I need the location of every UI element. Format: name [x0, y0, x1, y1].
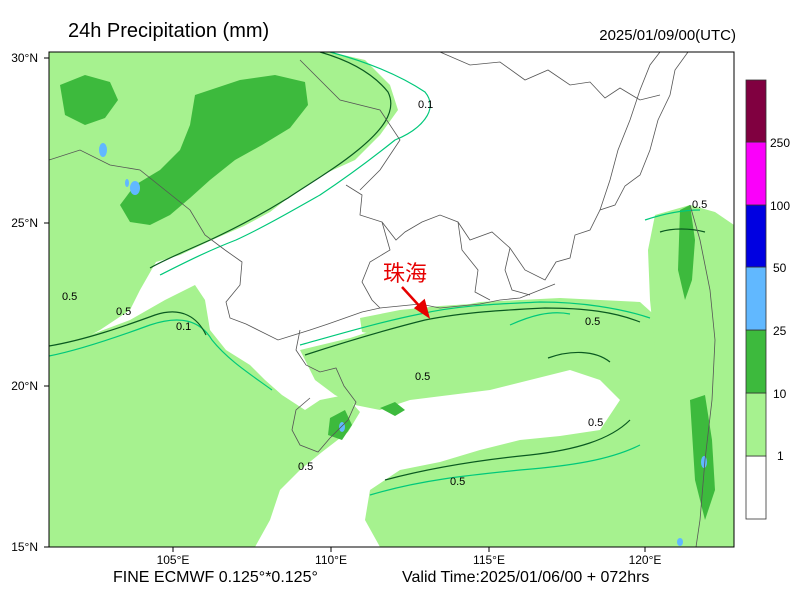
valid-date: 2025/01/09/00(UTC) [599, 27, 736, 44]
colorbar-swatch-5 [745, 141, 767, 206]
precip-area-blue [99, 143, 707, 546]
contour-0.5 [49, 52, 706, 481]
colorbar-label-50: 50 [773, 261, 787, 275]
colorbar-swatch-6 [745, 79, 767, 143]
valid-time: Valid Time:2025/01/06/00 + 072hrs [402, 569, 650, 586]
svg-text:0.5: 0.5 [116, 306, 131, 318]
precip-area-light [49, 52, 734, 547]
lat-label-25: 25°N [11, 216, 38, 230]
colorbar-swatch-2 [745, 329, 767, 394]
axis-ticks [44, 57, 646, 552]
colorbar-swatch-1 [745, 392, 767, 457]
map-title: 24h Precipitation (mm) [68, 20, 270, 42]
colorbar-label-25: 25 [773, 324, 787, 338]
svg-text:0.5: 0.5 [692, 199, 707, 211]
lon-label-110: 110°E [315, 553, 347, 567]
lat-label-30: 30°N [11, 51, 38, 65]
city-arrow [401, 286, 431, 319]
svg-text:0.5: 0.5 [62, 291, 77, 303]
svg-text:0.5: 0.5 [298, 461, 313, 473]
svg-text:0.5: 0.5 [415, 371, 430, 383]
lon-label-115: 115°E [473, 553, 505, 567]
lat-label-15: 15°N [11, 540, 38, 554]
contour-0.1 [49, 52, 701, 496]
colorbar-label-1: 1 [777, 449, 784, 463]
svg-text:0.1: 0.1 [176, 321, 191, 333]
svg-text:0.5: 0.5 [588, 417, 603, 429]
colorbar [745, 79, 767, 520]
map-frame [48, 51, 735, 548]
lat-label-20: 20°N [11, 379, 38, 393]
admin-borders [49, 52, 716, 547]
model-info: FINE ECMWF 0.125°*0.125° [113, 569, 318, 586]
svg-text:0.1: 0.1 [418, 99, 433, 111]
colorbar-label-100: 100 [770, 199, 791, 213]
city-label-zhuhai: 珠海 [383, 262, 428, 287]
colorbar-swatch-4 [745, 204, 767, 268]
colorbar-label-10: 10 [773, 387, 787, 401]
colorbar-label-250: 250 [770, 136, 791, 150]
colorbar-swatch-0 [745, 455, 767, 520]
colorbar-swatch-3 [745, 266, 767, 331]
lon-label-105: 105°E [156, 553, 190, 567]
svg-text:0.5: 0.5 [450, 476, 465, 488]
contour-labels: 0.1 0.1 0.5 0.5 0.5 0.5 0.5 0.5 0.5 0.5 [62, 99, 707, 488]
svg-text:0.5: 0.5 [585, 316, 600, 328]
lon-label-120: 120°E [628, 553, 662, 567]
